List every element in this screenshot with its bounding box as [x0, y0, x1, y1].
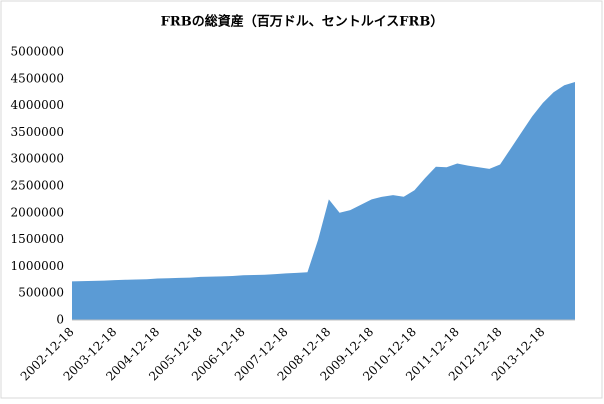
y-tick-label: 4500000	[11, 71, 64, 85]
y-tick-label: 500000	[18, 286, 64, 300]
y-tick-label: 3000000	[11, 152, 64, 166]
y-tick-label: 2000000	[11, 205, 64, 219]
y-tick-label: 5000000	[11, 45, 64, 59]
y-tick-label: 2500000	[11, 179, 64, 193]
y-tick-label: 1000000	[11, 259, 64, 273]
y-tick-label: 1500000	[11, 232, 64, 246]
y-tick-label: 0	[56, 313, 64, 327]
y-tick-label: 4000000	[11, 98, 64, 112]
y-tick-label: 3500000	[11, 125, 64, 139]
chart-title: FRBの総資産（百万ドル、セントルイスFRB）	[161, 14, 444, 30]
area	[72, 82, 575, 321]
